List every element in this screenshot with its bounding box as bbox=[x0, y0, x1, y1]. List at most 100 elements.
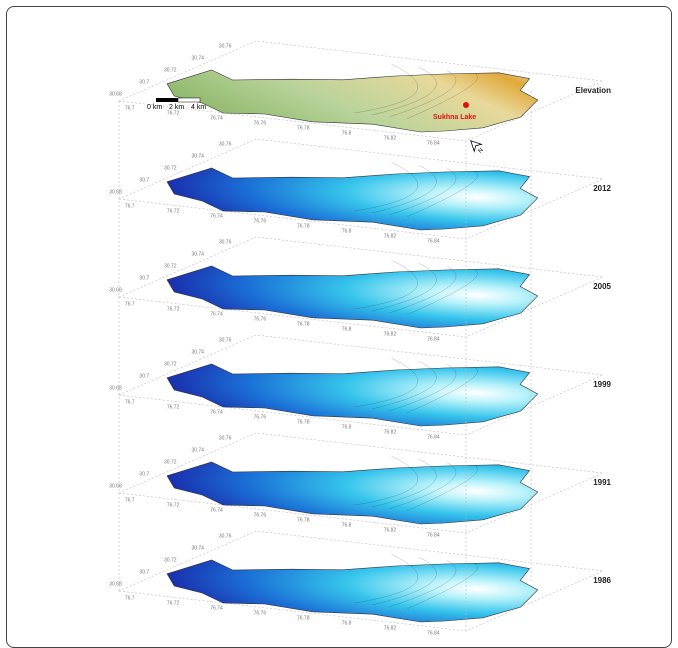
lat-tick-label: 30.76 bbox=[219, 44, 232, 50]
lat-tick-label: 30.68 bbox=[109, 484, 122, 490]
stacked-maps: 76.7 76.72 76.74 76.76 76.78 76.8 76.82 76.84 30… bbox=[7, 7, 671, 647]
map-surface bbox=[126, 143, 596, 239]
layer-plane bbox=[117, 138, 605, 240]
contour-line bbox=[389, 70, 457, 118]
layer-label: 1991 bbox=[593, 478, 611, 487]
scale-label: 4 km bbox=[191, 104, 206, 111]
contour-line bbox=[406, 171, 478, 218]
lat-tick-label: 30.74 bbox=[191, 546, 204, 552]
lon-tick-label: 76.84 bbox=[427, 631, 440, 637]
lon-tick-label: 76.82 bbox=[384, 332, 397, 338]
layer-label: 1999 bbox=[593, 380, 611, 389]
map-surface bbox=[126, 535, 596, 631]
contour-line bbox=[354, 161, 419, 212]
lon-tick-label: 76.8 bbox=[342, 131, 352, 137]
lat-tick-label: 30.74 bbox=[191, 56, 204, 62]
contour-line bbox=[354, 63, 419, 114]
scale-segment bbox=[177, 97, 201, 103]
lon-tick-label: 76.76 bbox=[254, 317, 267, 323]
map-layer: 76.7 76.72 76.74 76.76 76.78 76.8 76.82 76.84 30… bbox=[109, 139, 611, 245]
lon-tick-label: 76.78 bbox=[297, 322, 310, 328]
scale-bar: 0 km 2 km 4 km bbox=[147, 97, 206, 111]
contour-line bbox=[389, 168, 457, 216]
layer-label: 2005 bbox=[593, 282, 611, 291]
lat-tick-label: 30.7 bbox=[139, 80, 149, 86]
lat-tick-label: 30.7 bbox=[139, 178, 149, 184]
figure-frame: 76.7 76.72 76.74 76.76 76.78 76.8 76.82 76.84 30… bbox=[6, 6, 672, 648]
lon-tick-label: 76.72 bbox=[167, 111, 180, 117]
lon-tick-label: 76.7 bbox=[125, 302, 135, 308]
lon-tick-label: 76.84 bbox=[427, 141, 440, 147]
lat-tick-label: 30.74 bbox=[191, 350, 204, 356]
lon-tick-label: 76.78 bbox=[297, 224, 310, 230]
contour-line bbox=[406, 563, 478, 610]
lat-tick-label: 30.68 bbox=[109, 190, 122, 196]
lon-tick-label: 76.8 bbox=[342, 327, 352, 333]
lon-tick-label: 76.78 bbox=[297, 126, 310, 132]
contour-line bbox=[371, 557, 437, 606]
lat-tick-label: 30.68 bbox=[109, 386, 122, 392]
lon-tick-label: 76.74 bbox=[210, 312, 223, 318]
lon-tick-label: 76.7 bbox=[125, 204, 135, 210]
lat-tick-label: 30.68 bbox=[109, 288, 122, 294]
lon-tick-label: 76.72 bbox=[167, 307, 180, 313]
layer-plane bbox=[117, 334, 605, 436]
lon-tick-label: 76.82 bbox=[384, 136, 397, 142]
lon-tick-label: 76.74 bbox=[210, 214, 223, 220]
lake-marker bbox=[463, 102, 469, 108]
lat-tick-label: 30.72 bbox=[164, 68, 177, 74]
lat-tick-label: 30.74 bbox=[191, 252, 204, 258]
lon-tick-label: 76.76 bbox=[254, 121, 267, 127]
lat-tick-label: 30.72 bbox=[164, 460, 177, 466]
layer-label: 2012 bbox=[593, 184, 611, 193]
map-layer: 76.7 76.72 76.74 76.76 76.78 76.8 76.82 76.84 30… bbox=[109, 335, 611, 441]
scale-label: 0 km bbox=[147, 104, 162, 111]
lon-tick-label: 76.74 bbox=[210, 116, 223, 122]
lat-tick-label: 30.72 bbox=[164, 362, 177, 368]
lon-tick-label: 76.78 bbox=[297, 518, 310, 524]
lat-tick-label: 30.7 bbox=[139, 276, 149, 282]
lon-tick-label: 76.78 bbox=[297, 420, 310, 426]
lon-tick-label: 76.82 bbox=[384, 234, 397, 240]
lon-tick-label: 76.84 bbox=[427, 337, 440, 343]
lat-tick-label: 30.7 bbox=[139, 374, 149, 380]
lat-tick-label: 30.7 bbox=[139, 570, 149, 576]
map-surface bbox=[126, 241, 596, 337]
lon-tick-label: 76.8 bbox=[342, 523, 352, 529]
contour-line bbox=[371, 165, 437, 214]
lon-tick-label: 76.8 bbox=[342, 621, 352, 627]
lon-tick-label: 76.82 bbox=[384, 430, 397, 436]
contour-line bbox=[406, 73, 478, 120]
lon-tick-label: 76.78 bbox=[297, 616, 310, 622]
contour-line bbox=[389, 560, 457, 608]
lon-tick-label: 76.72 bbox=[167, 503, 180, 509]
lon-tick-label: 76.7 bbox=[125, 400, 135, 406]
lat-tick-label: 30.76 bbox=[219, 240, 232, 246]
lat-tick-label: 30.68 bbox=[109, 582, 122, 588]
lat-tick-label: 30.72 bbox=[164, 558, 177, 564]
lon-tick-label: 76.84 bbox=[427, 533, 440, 539]
lon-tick-label: 76.8 bbox=[342, 425, 352, 431]
north-arrow: N bbox=[470, 140, 485, 155]
lon-tick-label: 76.74 bbox=[210, 606, 223, 612]
lon-tick-label: 76.76 bbox=[254, 219, 267, 225]
map-layer: 76.7 76.72 76.74 76.76 76.78 76.8 76.82 76.84 30… bbox=[109, 41, 611, 147]
lon-tick-label: 76.82 bbox=[384, 528, 397, 534]
lon-tick-label: 76.84 bbox=[427, 239, 440, 245]
lon-tick-label: 76.7 bbox=[125, 498, 135, 504]
contour-line bbox=[371, 459, 437, 508]
lon-tick-label: 76.7 bbox=[125, 596, 135, 602]
layer-plane bbox=[117, 432, 605, 534]
lon-tick-label: 76.74 bbox=[210, 508, 223, 514]
lon-tick-label: 76.82 bbox=[384, 626, 397, 632]
north-label: N bbox=[477, 147, 484, 154]
map-layer: 76.7 76.72 76.74 76.76 76.78 76.8 76.82 76.84 30… bbox=[109, 531, 611, 637]
contour-line bbox=[354, 259, 419, 310]
contour-line bbox=[354, 553, 419, 604]
contour-line bbox=[406, 367, 478, 414]
contour-line bbox=[354, 357, 419, 408]
layer-label: 1986 bbox=[593, 576, 611, 585]
lat-tick-label: 30.76 bbox=[219, 436, 232, 442]
contour-line bbox=[354, 455, 419, 506]
lon-tick-label: 76.84 bbox=[427, 435, 440, 441]
